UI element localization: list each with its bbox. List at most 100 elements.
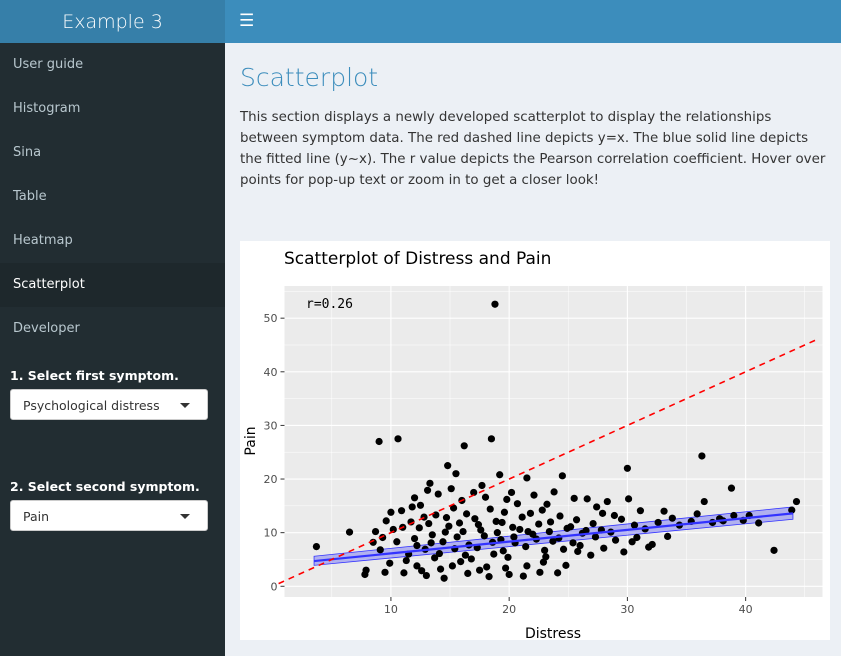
data-point[interactable] xyxy=(369,538,377,546)
data-point[interactable] xyxy=(490,550,498,558)
data-point[interactable] xyxy=(491,300,499,308)
data-point[interactable] xyxy=(434,490,442,498)
data-point[interactable] xyxy=(526,509,535,517)
data-point[interactable] xyxy=(559,545,568,553)
data-point[interactable] xyxy=(410,534,419,543)
data-point[interactable] xyxy=(620,548,628,556)
data-point[interactable] xyxy=(660,507,668,515)
data-point[interactable] xyxy=(455,519,464,527)
data-point[interactable] xyxy=(426,479,434,487)
data-point[interactable] xyxy=(436,565,445,573)
data-point[interactable] xyxy=(502,564,510,572)
data-point[interactable] xyxy=(410,494,419,502)
data-point[interactable] xyxy=(453,533,461,541)
data-point[interactable] xyxy=(589,519,597,528)
data-point[interactable] xyxy=(439,538,447,546)
data-point[interactable] xyxy=(389,525,397,534)
sidebar-item-scatterplot[interactable]: Scatterplot xyxy=(0,263,225,307)
data-point[interactable] xyxy=(523,562,531,570)
data-point[interactable] xyxy=(507,488,516,497)
data-point[interactable] xyxy=(457,558,465,566)
data-point[interactable] xyxy=(624,495,633,503)
data-point[interactable] xyxy=(654,518,662,527)
data-point[interactable] xyxy=(496,471,504,479)
first-symptom-select[interactable]: Psychological distress xyxy=(10,389,208,420)
second-symptom-select[interactable]: Pain xyxy=(10,500,208,531)
data-point[interactable] xyxy=(504,553,512,561)
data-point[interactable] xyxy=(587,551,595,559)
data-point[interactable] xyxy=(611,536,620,544)
data-point[interactable] xyxy=(570,494,578,502)
data-point[interactable] xyxy=(475,566,484,574)
data-point[interactable] xyxy=(441,528,449,536)
data-point[interactable] xyxy=(603,497,611,506)
data-point[interactable] xyxy=(550,488,558,496)
data-point[interactable] xyxy=(452,470,460,478)
data-point[interactable] xyxy=(792,497,801,506)
data-point[interactable] xyxy=(536,568,544,576)
data-point[interactable] xyxy=(727,484,736,492)
data-point[interactable] xyxy=(538,506,546,514)
data-point[interactable] xyxy=(519,572,527,580)
data-point[interactable] xyxy=(483,563,491,571)
data-point[interactable] xyxy=(770,546,778,554)
data-point[interactable] xyxy=(394,435,402,443)
data-point[interactable] xyxy=(449,504,458,512)
data-point[interactable] xyxy=(474,521,483,529)
data-point[interactable] xyxy=(379,533,387,542)
data-point[interactable] xyxy=(312,542,321,551)
data-point[interactable] xyxy=(493,529,501,537)
data-point[interactable] xyxy=(503,495,511,504)
data-point[interactable] xyxy=(428,531,436,539)
data-point[interactable] xyxy=(558,472,566,480)
data-point[interactable] xyxy=(617,515,626,523)
data-point[interactable] xyxy=(423,486,432,494)
data-point[interactable] xyxy=(427,539,435,547)
data-point[interactable] xyxy=(345,528,354,536)
sidebar-item-table[interactable]: Table xyxy=(13,189,47,204)
data-point[interactable] xyxy=(693,510,701,518)
data-point[interactable] xyxy=(498,518,506,527)
data-point[interactable] xyxy=(628,538,636,546)
data-point[interactable] xyxy=(408,503,416,511)
data-point[interactable] xyxy=(535,520,543,528)
data-point[interactable] xyxy=(471,515,479,523)
data-point[interactable] xyxy=(381,568,389,576)
data-point[interactable] xyxy=(554,569,562,577)
data-point[interactable] xyxy=(448,562,457,570)
data-point[interactable] xyxy=(445,522,453,530)
data-point[interactable] xyxy=(636,507,645,515)
data-point[interactable] xyxy=(583,495,591,503)
data-point[interactable] xyxy=(376,546,384,554)
data-point[interactable] xyxy=(516,525,524,534)
data-point[interactable] xyxy=(459,527,467,536)
data-point[interactable] xyxy=(386,559,394,567)
data-point[interactable] xyxy=(556,512,564,520)
data-point[interactable] xyxy=(464,569,472,578)
data-point[interactable] xyxy=(413,562,421,570)
data-point[interactable] xyxy=(361,570,369,579)
data-point[interactable] xyxy=(522,542,530,551)
data-point[interactable] xyxy=(425,519,433,528)
data-point[interactable] xyxy=(375,437,383,446)
data-point[interactable] xyxy=(387,508,395,516)
data-point[interactable] xyxy=(600,544,608,552)
data-point[interactable] xyxy=(510,533,518,541)
data-point[interactable] xyxy=(371,527,380,536)
data-point[interactable] xyxy=(432,511,440,519)
data-point[interactable] xyxy=(574,547,582,556)
data-point[interactable] xyxy=(462,510,471,518)
scatterplot-chart[interactable]: Scatterplot of Distress and Pain 10 20 30 4… xyxy=(240,241,830,640)
data-point[interactable] xyxy=(477,526,485,534)
data-point[interactable] xyxy=(418,567,426,575)
data-point[interactable] xyxy=(467,555,475,563)
data-point[interactable] xyxy=(645,543,653,551)
data-point[interactable] xyxy=(582,526,590,535)
sidebar-item-developer[interactable]: Developer xyxy=(13,321,80,336)
data-point[interactable] xyxy=(499,547,507,555)
hamburger-menu-icon[interactable]: ☰ xyxy=(239,11,255,31)
data-point[interactable] xyxy=(397,507,406,515)
data-point[interactable] xyxy=(382,517,390,525)
data-point[interactable] xyxy=(755,519,763,527)
data-point[interactable] xyxy=(513,500,522,508)
